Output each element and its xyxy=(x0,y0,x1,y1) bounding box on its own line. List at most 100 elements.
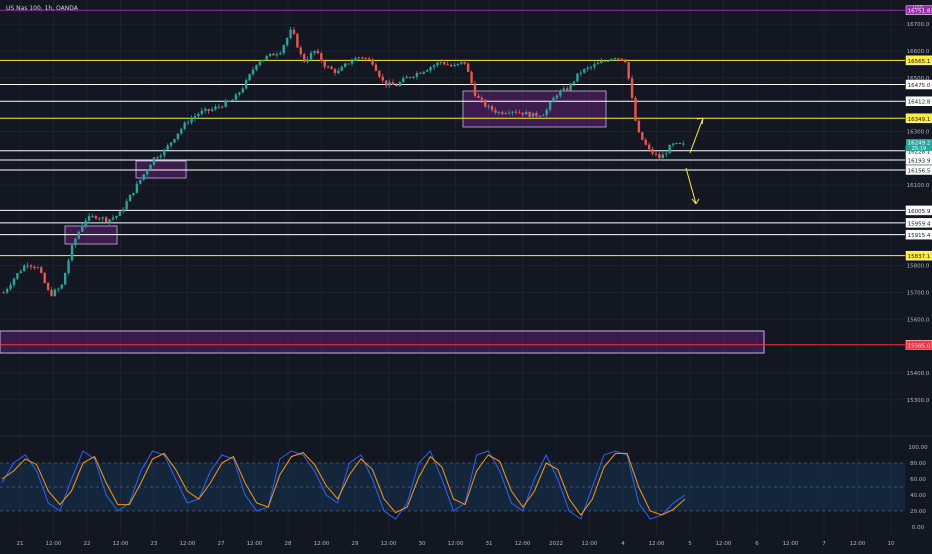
candle-body xyxy=(74,238,77,245)
candle-body xyxy=(555,95,559,99)
candle-body xyxy=(559,90,562,96)
symbol-title: US Nas 100, 1h, OANDA xyxy=(6,5,79,12)
candle-body xyxy=(525,111,528,115)
candle-body xyxy=(135,183,139,193)
candle-body xyxy=(132,192,135,195)
candle-body xyxy=(173,139,176,143)
candle-body xyxy=(511,111,514,113)
time-tick-label: 4 xyxy=(621,541,625,547)
arrow-down-head xyxy=(691,198,700,205)
candle-body xyxy=(214,106,217,110)
price-tick-label: 16500.0 xyxy=(907,76,930,82)
candle-body xyxy=(340,66,343,71)
level-price-label: 15505.0 xyxy=(908,343,931,349)
candle-body xyxy=(203,109,207,111)
candle-body xyxy=(285,37,289,46)
demand-zone xyxy=(0,330,765,354)
candle-body xyxy=(627,62,630,79)
candle-body xyxy=(104,217,108,222)
candle-body xyxy=(675,142,678,144)
candle-body xyxy=(429,67,432,71)
time-tick-label: 12:00 xyxy=(113,541,129,547)
level-price-label: 15915.4 xyxy=(908,233,931,239)
candle-body xyxy=(408,77,412,79)
candle-body xyxy=(521,112,524,115)
candle-body xyxy=(193,116,197,119)
candle-body xyxy=(265,56,268,60)
candle-body xyxy=(156,157,159,159)
time-tick-label: 6 xyxy=(755,541,759,547)
candle-body xyxy=(53,289,57,296)
arrow-down-line xyxy=(685,167,697,205)
candle-body xyxy=(180,128,183,134)
candle-body xyxy=(26,265,29,267)
time-axis[interactable]: 21 12:00 22 12:00 23 12:00 27 12:00 28 12:00 29 12:… xyxy=(17,541,895,547)
candle-body xyxy=(586,67,589,70)
candle-body xyxy=(531,112,535,117)
candle-body xyxy=(122,209,125,212)
candle-body xyxy=(572,81,576,84)
level-price-tag xyxy=(905,55,932,66)
price-tick-label: 15700.0 xyxy=(907,290,930,296)
arrow-up-line xyxy=(689,117,704,154)
price-levels[interactable]: 16751.8 16565.1 16475.0 16412.8 16349.1 16228… xyxy=(0,5,932,350)
candle-body xyxy=(443,62,446,65)
candle-body xyxy=(149,164,152,170)
candle-body xyxy=(364,57,367,59)
time-tick-label: 23 xyxy=(151,541,158,547)
candle-body xyxy=(282,45,285,53)
oscillator-tick-label: 20.00 xyxy=(910,509,926,515)
candle-body xyxy=(473,83,477,96)
price-axis[interactable]: 16700.0 16600.0 16500.0 16300.0 16100.0 15800… xyxy=(906,22,932,531)
time-tick-label: 12:00 xyxy=(783,541,799,547)
candle-body xyxy=(333,69,337,73)
candle-body xyxy=(593,64,596,67)
candle-body xyxy=(477,95,480,98)
candle-body xyxy=(159,155,162,158)
oscillator-tick-label: 0.00 xyxy=(912,525,925,531)
candle-body xyxy=(501,112,504,114)
candle-body xyxy=(497,112,501,114)
stochastic-rsi-panel xyxy=(0,450,905,520)
candle-series xyxy=(2,26,685,297)
candle-body xyxy=(357,57,361,59)
candle-body xyxy=(57,288,60,290)
candle-body xyxy=(613,58,617,60)
candle-body xyxy=(296,33,299,48)
candle-body xyxy=(108,219,111,222)
candle-body xyxy=(378,70,381,77)
level-price-label: 16005.9 xyxy=(908,209,931,215)
candle-body xyxy=(101,217,104,219)
candle-body xyxy=(504,113,507,115)
candle-body xyxy=(432,65,436,68)
candle-body xyxy=(371,59,374,65)
candle-body xyxy=(279,52,282,55)
candle-body xyxy=(538,115,542,117)
time-tick-label: 7 xyxy=(822,541,826,547)
candle-body xyxy=(678,142,682,144)
candle-body xyxy=(337,70,340,73)
countdown-label: 25:19 xyxy=(912,146,926,152)
candle-body xyxy=(227,100,231,102)
time-tick-label: 21 xyxy=(17,541,24,547)
candle-body xyxy=(661,154,664,159)
time-tick-label: 22 xyxy=(84,541,91,547)
candle-body xyxy=(46,283,50,290)
candle-body xyxy=(658,154,661,159)
candle-body xyxy=(374,64,378,71)
candle-body xyxy=(484,99,487,107)
candle-body xyxy=(579,72,583,74)
candle-body xyxy=(306,59,309,62)
candle-body xyxy=(231,99,234,101)
candle-body xyxy=(23,265,26,272)
candle-body xyxy=(456,63,460,65)
candle-body xyxy=(405,77,408,79)
candle-body xyxy=(480,97,484,100)
time-tick-label: 29 xyxy=(352,541,359,547)
candle-body xyxy=(19,271,22,274)
candle-body xyxy=(77,231,81,239)
candle-body xyxy=(292,29,296,34)
candle-body xyxy=(641,132,644,140)
candle-body xyxy=(125,201,128,210)
